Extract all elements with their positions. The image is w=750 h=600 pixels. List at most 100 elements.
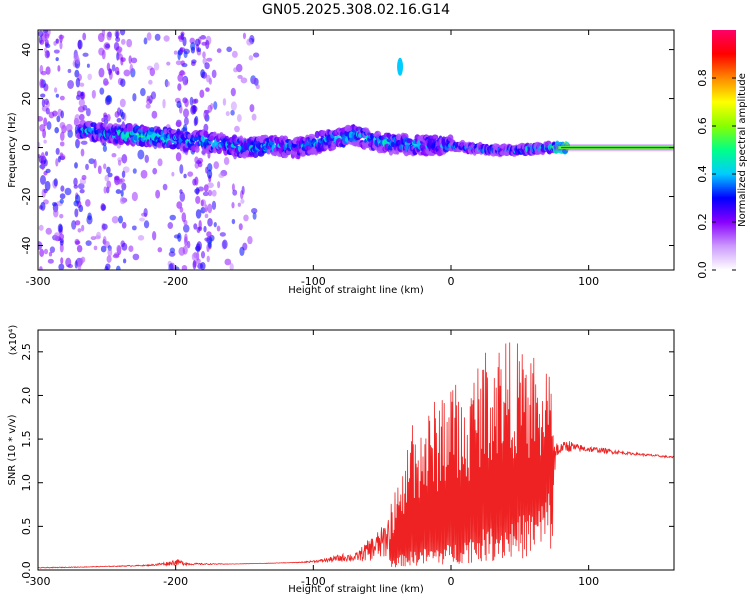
spectrogram-column-blob xyxy=(44,159,48,167)
spectrogram-column-blob xyxy=(121,221,127,229)
spectrogram-column-blob xyxy=(57,65,61,72)
spectrogram-noise-blob xyxy=(148,79,153,85)
spectrogram-noise-blob xyxy=(82,52,89,57)
spectrogram-noise-blob xyxy=(131,191,138,202)
spectrogram-column-blob xyxy=(176,100,182,109)
y-tick-label: 0.5 xyxy=(20,518,33,536)
spectrogram-column-blob xyxy=(192,178,197,186)
spectrogram-noise-blob xyxy=(237,74,243,79)
spectrogram-noise-blob xyxy=(91,89,96,99)
spectrogram-noise-blob xyxy=(213,101,218,110)
spectrogram-column-blob xyxy=(177,232,182,242)
spectrogram-column-blob xyxy=(54,127,60,134)
colorbar-tick-label: 0.0 xyxy=(696,261,709,279)
spectrogram-column-blob xyxy=(59,240,64,246)
spectrogram-noise-blob xyxy=(202,191,209,197)
spectrogram-column-blob xyxy=(39,266,43,270)
spectrogram-column-blob xyxy=(206,231,212,238)
spectrogram-column-blob xyxy=(42,30,49,34)
spectrogram-column-blob xyxy=(77,39,83,50)
spectrogram-column-blob xyxy=(175,152,182,162)
spectrogram-noise-blob xyxy=(232,189,238,196)
spectrogram-column-blob xyxy=(115,31,119,39)
spectrogram-noise-blob xyxy=(85,107,91,117)
spectrogram-column-blob xyxy=(105,43,110,49)
y-tick-label: 20 xyxy=(20,92,33,106)
spectrogram-noise-blob xyxy=(213,221,217,228)
spectrogram-noise-blob xyxy=(43,139,47,144)
spectrogram-column-blob xyxy=(196,160,202,165)
spectrogram-column-blob xyxy=(192,260,197,270)
spectrogram-column-blob xyxy=(59,213,64,219)
spectrogram-noise-blob xyxy=(49,246,56,253)
spectrogram-column-blob xyxy=(177,83,182,91)
spectrogram-column-blob xyxy=(175,60,182,66)
spectrogram-column-blob xyxy=(75,56,80,65)
spectrogram-column-blob xyxy=(122,258,127,264)
spectrogram-noise-blob xyxy=(204,237,210,242)
spectrogram-noise-blob xyxy=(152,167,158,175)
spectrogram-noise-blob xyxy=(81,224,85,232)
snr-y-label: SNR (10 * v/v) xyxy=(7,414,18,485)
spectrogram-column-blob xyxy=(40,151,45,162)
snr-y-ticks: 0.0 0.5 1.0 1.5 2.0 2.5 xyxy=(20,343,674,579)
spectrogram-noise-blob xyxy=(65,123,73,133)
spectrogram-column-blob xyxy=(55,93,60,98)
spectrogram-column-blob xyxy=(59,198,64,204)
spectrogram-noise-blob xyxy=(38,224,44,231)
spectrogram-noise-blob xyxy=(163,35,170,42)
spectrogram-noise-blob xyxy=(252,52,260,58)
spectrogram-column-blob xyxy=(75,240,81,245)
spectrogram-noise-blob xyxy=(132,253,140,261)
colorbar-tick-label: 0.4 xyxy=(696,165,709,183)
spectrogram-column-blob xyxy=(195,195,201,204)
spectrogram-column-blob xyxy=(60,110,65,119)
spectrogram-column-blob xyxy=(207,169,213,179)
spectrogram-noise-blob xyxy=(173,50,178,55)
spectrogram-column-blob xyxy=(53,87,58,93)
spectrogram-noise-blob xyxy=(126,38,133,48)
spectrogram-noise-blob xyxy=(224,258,232,266)
spectrogram-column-blob xyxy=(108,68,112,76)
spectrogram-column-blob xyxy=(203,225,207,233)
spectrogram-column-blob xyxy=(43,248,49,255)
spectrogram-noise-blob xyxy=(157,158,163,167)
spectrogram-column-blob xyxy=(106,166,111,174)
spectrogram-column-blob xyxy=(207,218,213,227)
spectrogram-column-blob xyxy=(179,47,184,55)
spectrogram-noise-blob xyxy=(123,69,131,77)
spectrogram-column-blob xyxy=(75,77,81,88)
spectrogram-column-blob xyxy=(38,30,44,37)
spectrogram-column-blob xyxy=(44,33,50,39)
spectrogram-column-blob xyxy=(120,111,125,120)
spectrogram-noise-blob xyxy=(85,163,89,171)
spectrogram-column-blob xyxy=(101,30,106,38)
spectrogram-column-blob xyxy=(194,188,200,194)
spectrogram-noise-blob xyxy=(167,222,174,230)
spectrogram-noise-blob xyxy=(132,168,137,174)
x-tick-label: -200 xyxy=(163,275,188,288)
spectrogram-column-blob xyxy=(194,38,201,47)
spectrogram-noise-blob xyxy=(207,182,214,189)
spectrogram-column-blob xyxy=(74,208,79,218)
spectrogram-column-blob xyxy=(193,98,199,104)
spectrogram-column-blob xyxy=(203,184,209,192)
y-tick-label: -40 xyxy=(20,237,33,255)
spectrogram-noise-blob xyxy=(111,216,119,224)
spectrogram-column-blob xyxy=(113,42,120,51)
spectrogram-column-blob xyxy=(77,261,82,270)
spectrogram-column-blob xyxy=(106,31,112,41)
spectrogram-column-blob xyxy=(103,186,107,194)
x-tick-label: 0 xyxy=(447,575,454,588)
spectrogram-noise-blob xyxy=(139,217,146,222)
spectrogram-column-blob xyxy=(203,109,209,120)
spectrogram-noise-blob xyxy=(80,140,88,145)
spectrogram-column-blob xyxy=(45,168,51,174)
spectrogram-noise-blob xyxy=(154,33,161,41)
spectrogram-noise-blob xyxy=(217,181,221,189)
spectrogram-noise-blob xyxy=(255,84,260,90)
spectrogram-noise-blob xyxy=(234,125,240,133)
x-tick-label: -300 xyxy=(26,575,51,588)
spectrogram-column-blob xyxy=(101,204,107,211)
spectrogram-column-blob xyxy=(102,235,107,246)
